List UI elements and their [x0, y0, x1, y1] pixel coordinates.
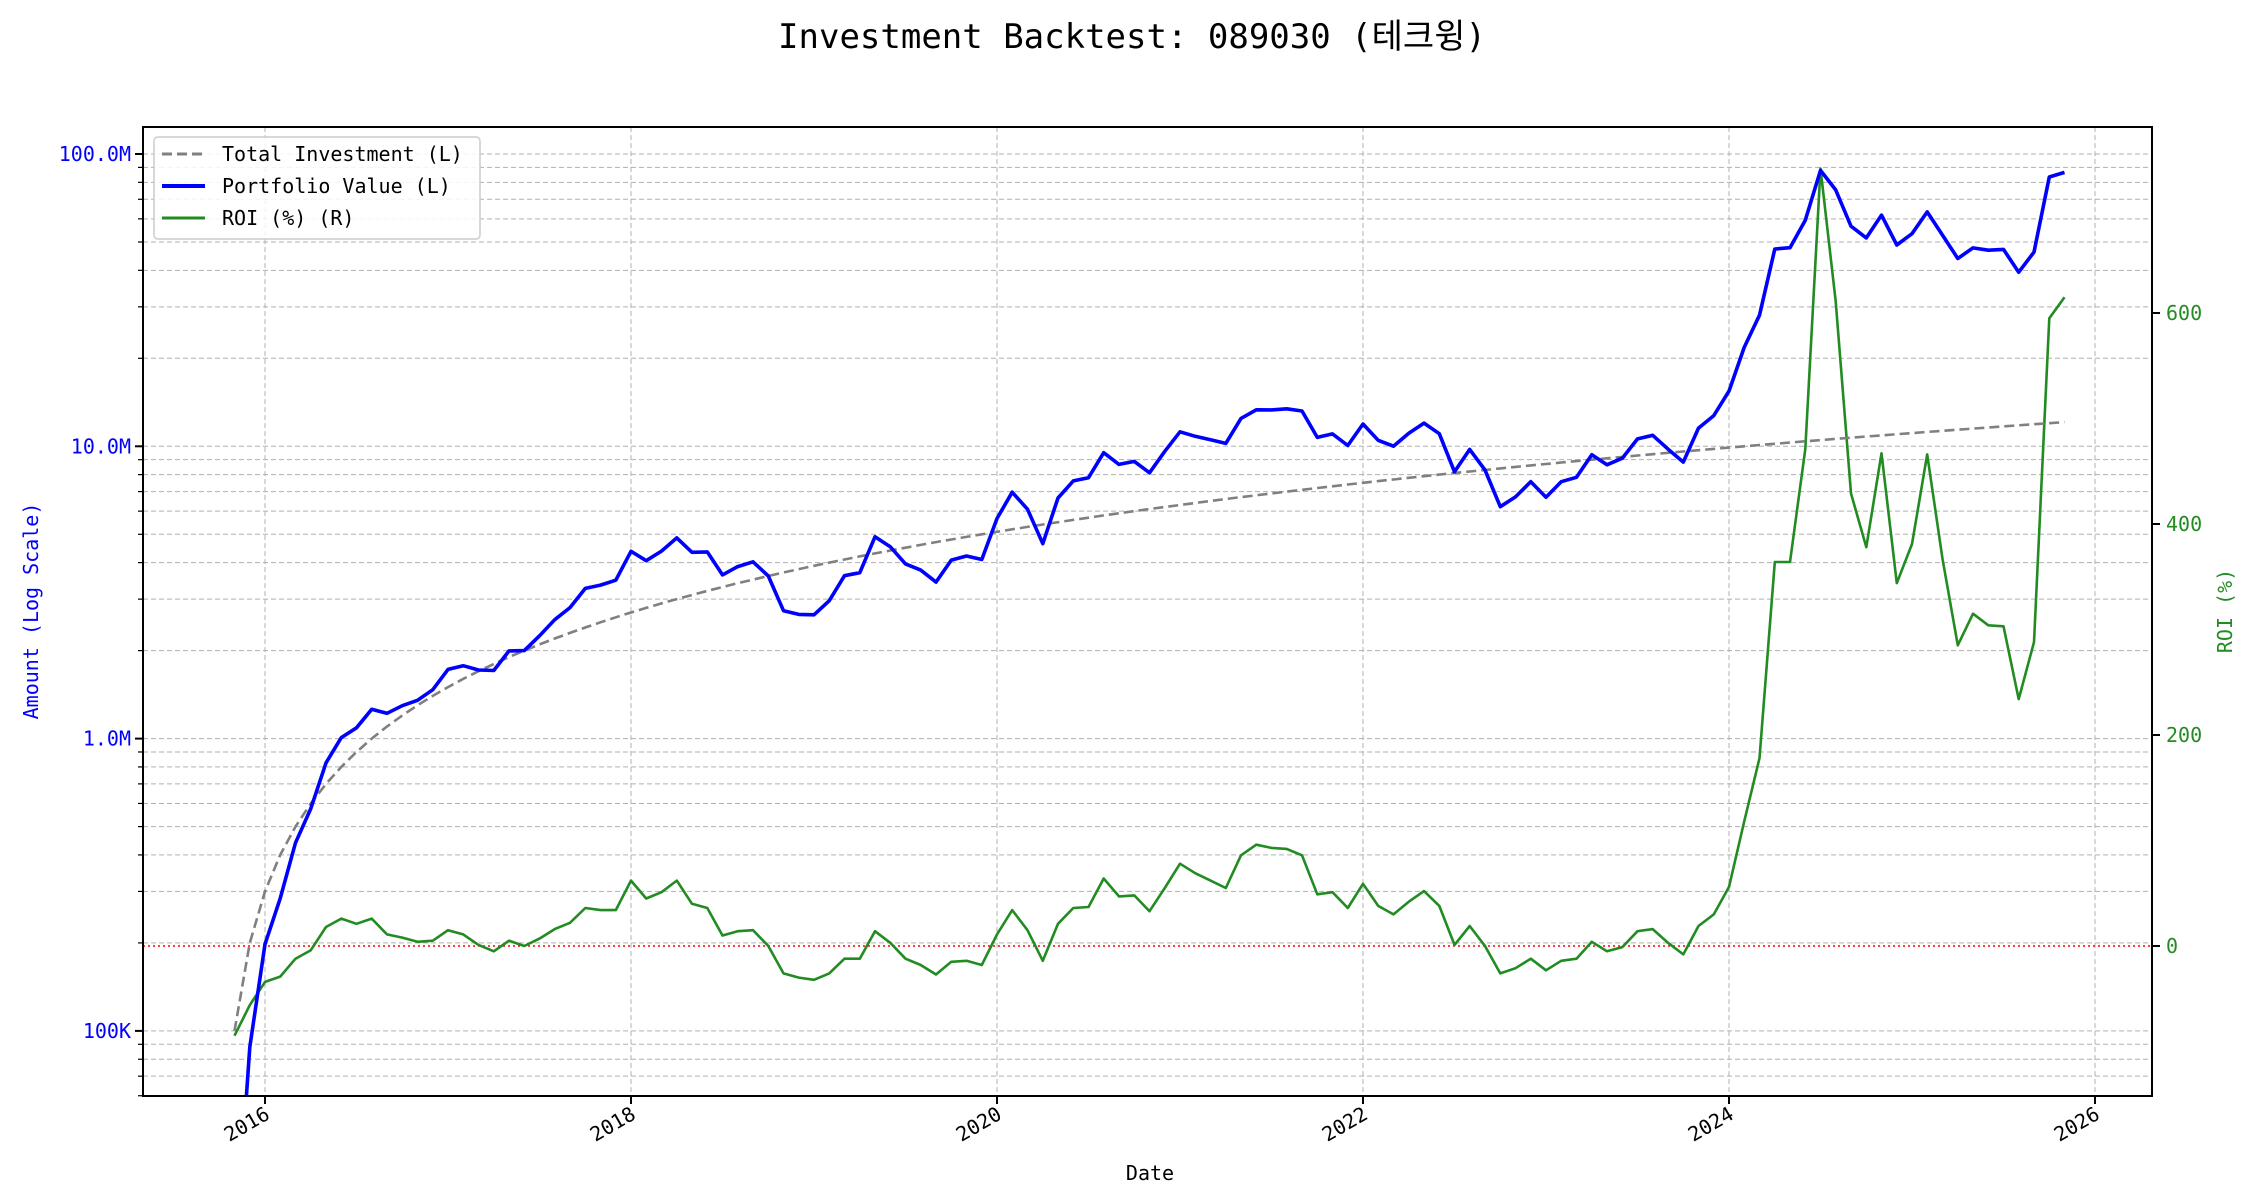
chart-title: Investment Backtest: 089030 (테크윙) — [778, 17, 1486, 57]
y-axis-right-label: ROI (%) — [2213, 569, 2237, 653]
plot-area — [143, 167, 2152, 1097]
y-left-tick-label: 100K — [83, 1019, 131, 1043]
portfolio-value-series — [244, 168, 2066, 1097]
y-left-tick-label: 10.0M — [71, 434, 131, 458]
y-axis-right: 0 200 400 600 — [2152, 301, 2202, 958]
axes-frame — [142, 126, 2153, 1097]
x-axis-label: Date — [1126, 1161, 1174, 1185]
legend-label-portfolio-value: Portfolio Value (L) — [222, 174, 451, 198]
y-axis-left-label: Amount (Log Scale) — [19, 503, 43, 720]
legend-label-total-investment: Total Investment (L) — [222, 142, 463, 166]
y-right-tick-label: 400 — [2166, 512, 2202, 536]
legend-label-roi: ROI (%) (R) — [222, 206, 354, 230]
portfolio-value-line — [244, 168, 2066, 1097]
legend: Total Investment (L) Portfolio Value (L)… — [153, 136, 481, 240]
y-left-tick-label: 100.0M — [59, 142, 131, 166]
y-axis-left: 100.0M 10.0M 1.0M 100K — [59, 142, 143, 1097]
total-investment-line — [233, 420, 2065, 1032]
y-right-tick-label: 600 — [2166, 301, 2202, 325]
y-left-tick-label: 1.0M — [83, 727, 131, 751]
y-right-tick-label: 200 — [2166, 723, 2202, 747]
legend-box — [153, 136, 481, 240]
roi-series — [233, 167, 2066, 1037]
y-right-tick-label: 0 — [2166, 934, 2178, 958]
roi-line — [233, 167, 2066, 1037]
total-investment-series — [233, 420, 2065, 1032]
